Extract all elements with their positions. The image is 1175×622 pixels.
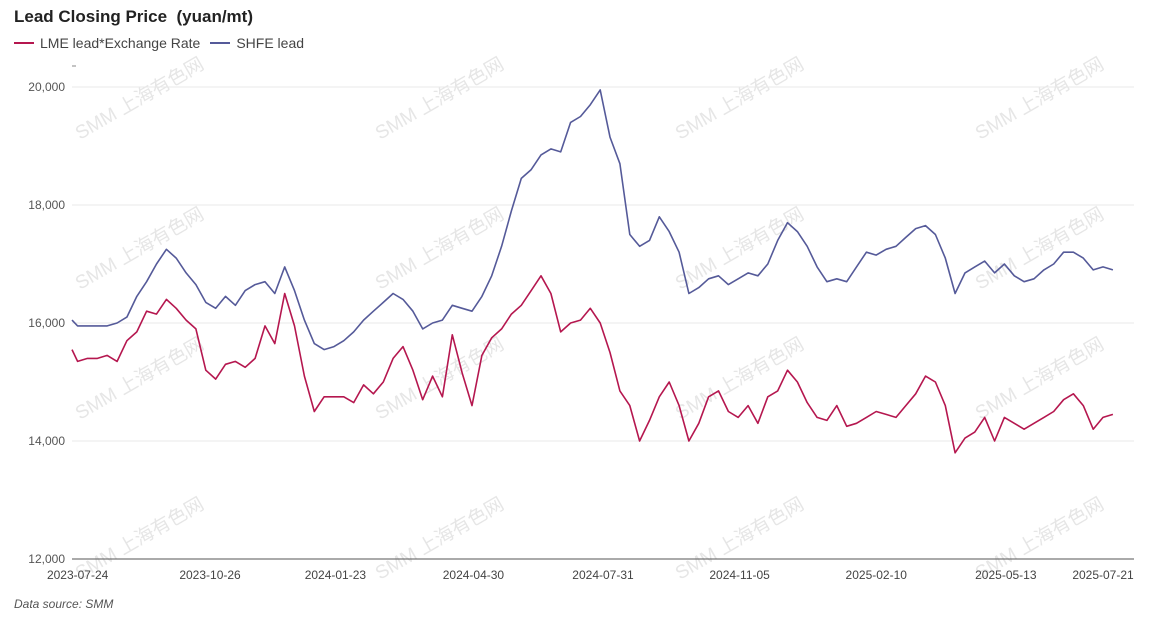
y-tick-label: 18,000 [28, 198, 65, 212]
y-axis: 12,000 14,000 16,000 18,000 20,000 [28, 65, 76, 566]
series-line-shfe[interactable] [71, 89, 1114, 351]
legend-item-lme[interactable]: LME lead*Exchange Rate [14, 35, 200, 51]
x-tick-label: 2023-10-26 [179, 568, 241, 582]
watermark-text: SMM 上海有色网 [672, 53, 808, 144]
series-line-lme[interactable] [71, 275, 1114, 454]
x-tick-label: 2025-05-13 [975, 568, 1037, 582]
watermark-text: SMM 上海有色网 [972, 53, 1108, 144]
watermark-text: SMM 上海有色网 [72, 333, 208, 424]
chart-title: Lead Closing Price (yuan/mt) [14, 7, 253, 26]
legend-item-shfe[interactable]: SHFE lead [210, 35, 304, 51]
legend-swatch-lme [14, 42, 34, 44]
watermark-layer: SMM 上海有色网 SMM 上海有色网 SMM 上海有色网 SMM 上海有色网 SMM … [72, 53, 1108, 584]
watermark-text: SMM 上海有色网 [372, 203, 508, 294]
x-tick-label: 2024-04-30 [443, 568, 505, 582]
x-tick-label: 2025-02-10 [846, 568, 908, 582]
x-tick-label: 2023-07-24 [47, 568, 109, 582]
y-tick-label: 20,000 [28, 80, 65, 94]
watermark-text: SMM 上海有色网 [672, 333, 808, 424]
chart-legend: LME lead*Exchange Rate SHFE lead [14, 35, 314, 51]
legend-label-lme: LME lead*Exchange Rate [40, 35, 201, 51]
legend-label-shfe: SHFE lead [236, 35, 305, 51]
x-axis: 2023-07-24 2023-10-26 2024-01-23 2024-04-30… [47, 558, 1134, 582]
grid-lines [72, 86, 1134, 442]
data-source-note: Data source: SMM [14, 597, 114, 611]
y-tick-label: 16,000 [28, 316, 65, 330]
x-tick-label: 2024-01-23 [305, 568, 367, 582]
x-tick-label: 2025-07-21 [1072, 568, 1134, 582]
watermark-text: SMM 上海有色网 [972, 333, 1108, 424]
x-tick-label: 2024-11-05 [709, 568, 770, 582]
watermark-text: SMM 上海有色网 [72, 203, 208, 294]
x-tick-label: 2024-07-31 [572, 568, 634, 582]
legend-swatch-shfe [210, 42, 231, 44]
y-tick-label: 12,000 [28, 552, 65, 566]
y-tick-label: 14,000 [28, 434, 65, 448]
watermark-text: SMM 上海有色网 [972, 203, 1108, 294]
series-layer [71, 89, 1114, 454]
watermark-text: SMM 上海有色网 [72, 53, 208, 144]
watermark-text: SMM 上海有色网 [372, 53, 508, 144]
watermark-text: SMM 上海有色网 [672, 203, 808, 294]
